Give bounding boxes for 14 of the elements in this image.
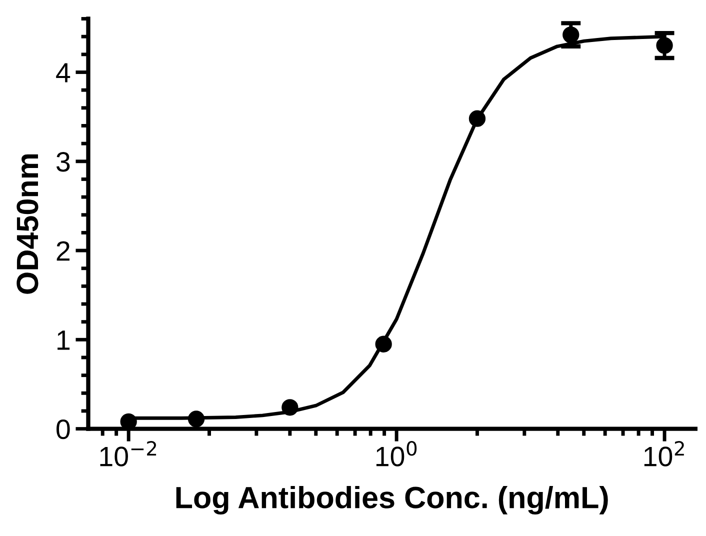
y-tick-label: 3 <box>56 152 70 172</box>
y-axis-title: OD450nm <box>16 154 38 294</box>
x-tick-label: 10$^{−2}$ <box>100 441 156 466</box>
x-axis-title: Log Antibodies Conc. (ng/mL) <box>176 486 608 515</box>
point <box>375 336 392 352</box>
x-tick-label: 10$^{0}$ <box>376 441 417 466</box>
x-tick-label: 10$^{2}$ <box>644 441 684 466</box>
y-tick-label: 2 <box>56 241 70 261</box>
y-tick-label: 4 <box>56 63 70 82</box>
point <box>282 399 298 416</box>
point <box>188 410 205 428</box>
y-tick-label: 1 <box>58 330 70 350</box>
point <box>468 110 486 127</box>
y-tick-label: 0 <box>56 419 70 440</box>
